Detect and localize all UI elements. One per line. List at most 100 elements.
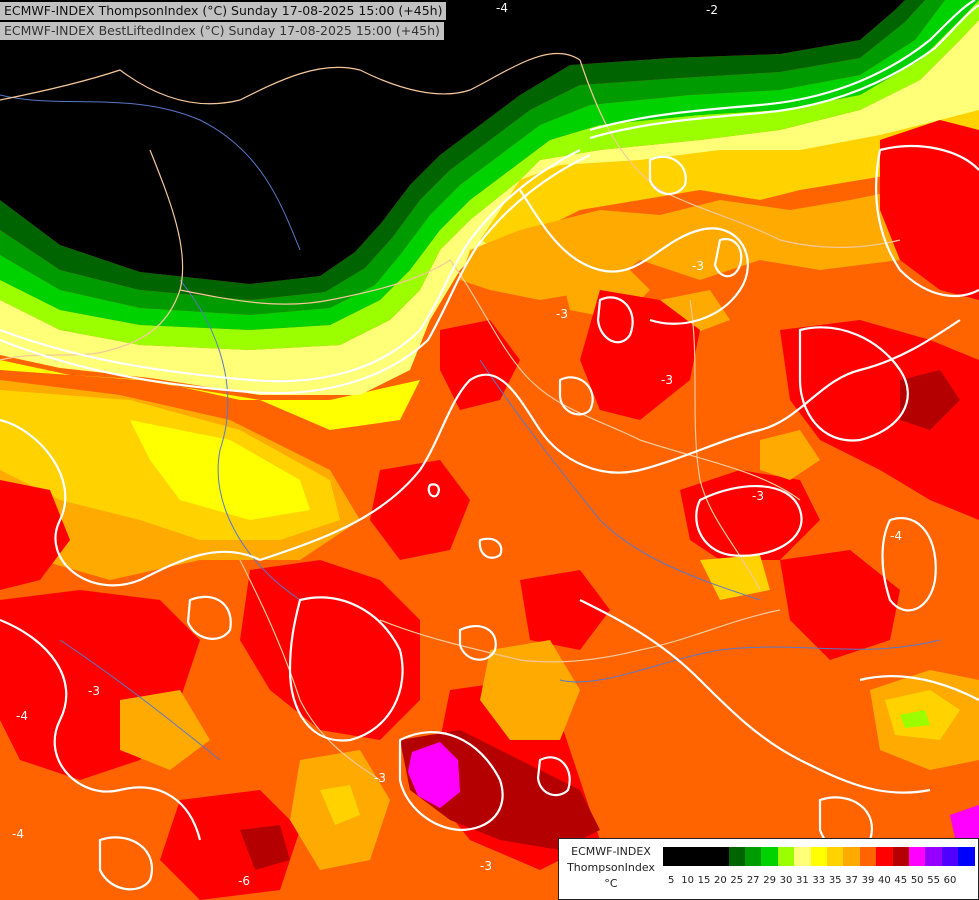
- field-orange-patch-b: [660, 290, 730, 335]
- legend-swatch: [712, 847, 730, 866]
- legend-tick-label: 39: [861, 875, 875, 886]
- legend-swatch: [892, 847, 910, 866]
- legend-swatch: [728, 847, 746, 866]
- legend-tick-label: 50: [910, 875, 924, 886]
- legend-swatch: [827, 847, 844, 866]
- map-title-secondary: ECMWF-INDEX BestLiftedIndex (°C) Sunday …: [0, 22, 444, 40]
- isoline: [0, 149, 581, 383]
- contour-label: -3: [88, 684, 100, 698]
- field-dark-green-band: [0, 0, 925, 300]
- field-pale-yellow-band: [0, 20, 979, 395]
- country-borders: [0, 52, 901, 781]
- field-orange-s2: [480, 640, 580, 740]
- legend-tick-label: 15: [697, 875, 711, 886]
- contour-label: -6: [238, 874, 250, 888]
- legend-swatch: [794, 847, 812, 866]
- border-line: [179, 259, 451, 305]
- isoline: [519, 189, 749, 325]
- color-legend: ECMWF-INDEX ThompsonIndex °C 5 10 15 20 25 27…: [558, 838, 979, 900]
- legend-tick-label: 5: [668, 875, 675, 886]
- legend-swatch: [941, 847, 959, 866]
- river-line: [479, 359, 761, 601]
- field-lime-se: [900, 710, 930, 728]
- legend-swatch: [810, 847, 828, 866]
- isoline: [0, 154, 591, 395]
- isoline: [579, 599, 931, 794]
- field-gold-e: [700, 555, 770, 600]
- field-red-bottom-left: [160, 790, 300, 900]
- field-red-c1: [580, 290, 700, 420]
- isoline: [874, 149, 979, 298]
- contour-label: -3: [374, 771, 386, 785]
- isoline: [648, 155, 687, 196]
- isoline: [558, 376, 594, 416]
- border-line: [0, 52, 581, 105]
- isoline: [879, 144, 979, 171]
- isoline: [859, 674, 979, 701]
- legend-tick-label: 27: [746, 875, 760, 886]
- isoline: [589, 4, 979, 140]
- legend-swatch: [859, 847, 877, 866]
- legend-swatch: [695, 847, 713, 866]
- isoline: [589, 0, 976, 132]
- legend-swatch: [958, 847, 976, 866]
- legend-tick-label: 33: [812, 875, 826, 886]
- field-red-ne: [880, 120, 979, 300]
- field-orange-e: [760, 430, 820, 480]
- field-red-c3: [370, 460, 470, 560]
- contour-label: -3: [692, 259, 704, 273]
- legend-swatch: [777, 847, 795, 866]
- legend-title: ECMWF-INDEX: [571, 845, 651, 858]
- contour-label: -4: [890, 529, 902, 543]
- contour-label: -3: [661, 373, 673, 387]
- isoline: [695, 485, 803, 557]
- legend-swatch: [843, 847, 861, 866]
- isoline: [186, 595, 232, 640]
- legend-tick-label: 20: [714, 875, 727, 886]
- contour-label: -3: [480, 859, 492, 873]
- isoline: [288, 596, 404, 742]
- river-line: [559, 639, 941, 683]
- field-dark-red-sw: [240, 825, 290, 870]
- legend-tick-label: 10: [681, 875, 694, 886]
- legend-swatch: [876, 847, 894, 866]
- isoline: [398, 731, 504, 832]
- legend-tick-label: 45: [894, 875, 908, 886]
- field-green-band: [0, 0, 945, 315]
- legend-tick-label: 29: [763, 875, 776, 886]
- legend-swatch: [761, 847, 779, 866]
- isoline: [0, 418, 261, 587]
- field-red-se: [780, 550, 900, 660]
- field-dark-red-e: [900, 370, 960, 430]
- legend-swatch: [909, 847, 926, 866]
- border-line: [449, 259, 801, 501]
- isoline: [478, 537, 503, 559]
- legend-tick-label: 55: [927, 875, 940, 886]
- legend-tick-label: 60: [943, 875, 957, 886]
- legend-swatch: [925, 847, 943, 866]
- border-line: [0, 149, 184, 361]
- legend-variable: ThompsonIndex: [567, 861, 655, 874]
- contour-labels: -4 -2 -3 -3 -3 -3 -3 -4 -4 -3 -6 -3 -4 -…: [12, 1, 902, 888]
- legend-unit: °C: [604, 877, 618, 890]
- isoline: [259, 373, 641, 562]
- contour-label: -4: [16, 709, 28, 723]
- field-red-c2: [440, 320, 520, 410]
- isoline: [713, 237, 743, 278]
- legend-swatch: [663, 847, 680, 866]
- isoline: [798, 326, 909, 442]
- field-gold-north: [480, 110, 979, 250]
- legend-tick-label: 37: [845, 875, 858, 886]
- field-black: [0, 0, 905, 284]
- legend-swatch: [745, 847, 762, 866]
- legend-tick-label: 25: [730, 875, 744, 886]
- field-red-e1: [780, 320, 979, 520]
- map-title-primary: ECMWF-INDEX ThompsonIndex (°C) Sunday 17…: [0, 2, 447, 20]
- legend-tick-label: 31: [796, 875, 809, 886]
- border-line: [379, 609, 781, 663]
- field-orange-sw2: [120, 690, 210, 770]
- isoline: [0, 618, 202, 841]
